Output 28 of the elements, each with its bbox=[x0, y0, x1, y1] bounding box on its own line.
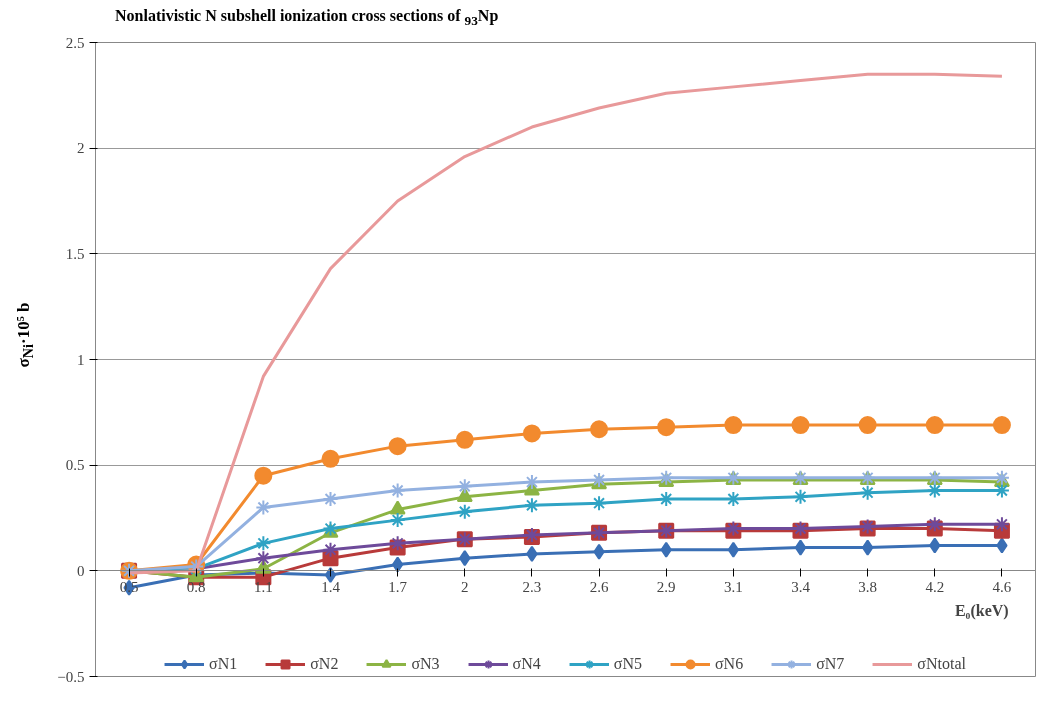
y-tick-label: −0.5 bbox=[57, 668, 85, 685]
y-tick-label: 0.5 bbox=[65, 457, 85, 474]
legend-label: σN6 bbox=[714, 655, 744, 673]
x-axis-title: E₀(keV) bbox=[954, 602, 1009, 621]
chart-title: Nonlativistic N subshell ionization cross sections of $_{93}$Np bbox=[114, 6, 499, 31]
x-tick-label: 4.6 bbox=[992, 578, 1012, 595]
legend-label: σNtotal bbox=[917, 655, 966, 673]
legend-label: σN4 bbox=[512, 655, 541, 673]
x-tick-label: 3.8 bbox=[858, 578, 878, 595]
legend-label: σN1 bbox=[209, 655, 238, 673]
legend-label: σN3 bbox=[411, 655, 440, 673]
x-tick-label: 1.4 bbox=[321, 578, 341, 595]
x-tick-label: 1.7 bbox=[388, 578, 408, 595]
x-tick-label: 2.9 bbox=[656, 578, 676, 595]
x-tick-label: 3.1 bbox=[723, 578, 743, 595]
x-tick-label: 2.6 bbox=[589, 578, 609, 595]
legend-label: σN2 bbox=[310, 655, 339, 673]
y-tick-label: 2.5 bbox=[65, 34, 85, 51]
x-tick-label: 2.3 bbox=[522, 578, 542, 595]
legend-label: σN7 bbox=[816, 655, 845, 673]
x-tick-label: 2 bbox=[461, 578, 469, 595]
y-tick-label: 1.5 bbox=[65, 245, 85, 262]
x-tick-label: 3.4 bbox=[791, 578, 811, 595]
y-tick-label: 2 bbox=[77, 140, 85, 157]
y-tick-label: 1 bbox=[77, 351, 85, 368]
x-tick-label: 4.2 bbox=[925, 578, 945, 595]
y-tick-label: 0 bbox=[77, 562, 85, 579]
legend-label: σN5 bbox=[613, 655, 642, 673]
